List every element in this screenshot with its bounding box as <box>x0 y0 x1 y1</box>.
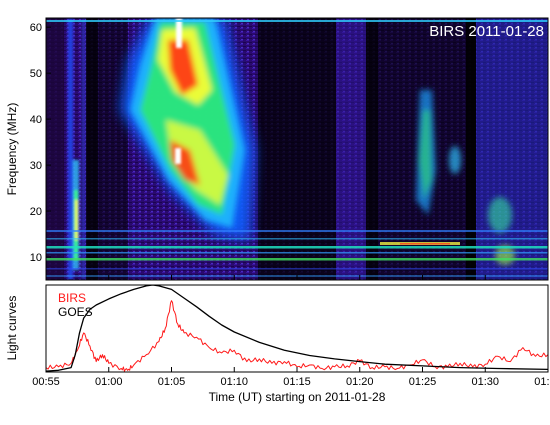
legend-birs: BIRS <box>58 291 86 305</box>
blue-region <box>476 18 548 280</box>
y-tick-label: 10 <box>30 252 42 264</box>
x-tick-label: 01:20 <box>346 376 374 388</box>
y-tick-label: 40 <box>30 114 42 126</box>
early-burst <box>68 18 85 280</box>
late-features <box>416 90 515 265</box>
burst-hotspots <box>175 18 182 164</box>
x-tick-label: 01:00 <box>95 376 123 388</box>
x-tick-label: 01:15 <box>283 376 311 388</box>
x-tick-label: 01:05 <box>158 376 186 388</box>
dark-band <box>466 18 476 280</box>
lightcurve-plot <box>46 285 548 372</box>
y-tick-label: 60 <box>30 22 42 34</box>
dark-band <box>258 18 336 280</box>
dark-band <box>366 18 378 280</box>
lightcurve-xlabel: Time (UT) starting on 2011-01-28 <box>209 390 386 404</box>
spectrogram-panel: BIRS 2011-01-28 <box>46 18 548 280</box>
series-line-goes <box>46 285 548 372</box>
dark-band <box>86 18 98 280</box>
blue-region <box>336 18 366 280</box>
x-tick-label: 01:25 <box>409 376 437 388</box>
lightcurve-background <box>46 285 548 372</box>
y-tick-label: 20 <box>30 206 42 218</box>
x-tick-label: 01:10 <box>220 376 248 388</box>
x-tick-label: 01:30 <box>471 376 499 388</box>
spectrogram-y-axis: 10 20 30 40 50 60 <box>30 22 51 264</box>
lightcurve-x-axis: 00:55 01:00 01:05 01:10 01:15 01:20 01:25 01:30… <box>32 275 550 388</box>
spectrogram-ylabel: Frequency (MHz) <box>5 103 19 196</box>
dark-band <box>46 18 64 280</box>
y-tick-label: 30 <box>30 160 42 172</box>
y-tick-label: 50 <box>30 68 42 80</box>
legend-goes: GOES <box>58 305 93 319</box>
x-tick-label: 01:35 <box>534 376 550 388</box>
x-tick-label: 00:55 <box>32 376 60 388</box>
dark-band <box>98 18 128 280</box>
burst-body <box>130 18 245 228</box>
lightcurve-ylabel: Light curves <box>5 296 19 361</box>
spectrogram-title: BIRS 2011-01-28 <box>429 23 544 40</box>
